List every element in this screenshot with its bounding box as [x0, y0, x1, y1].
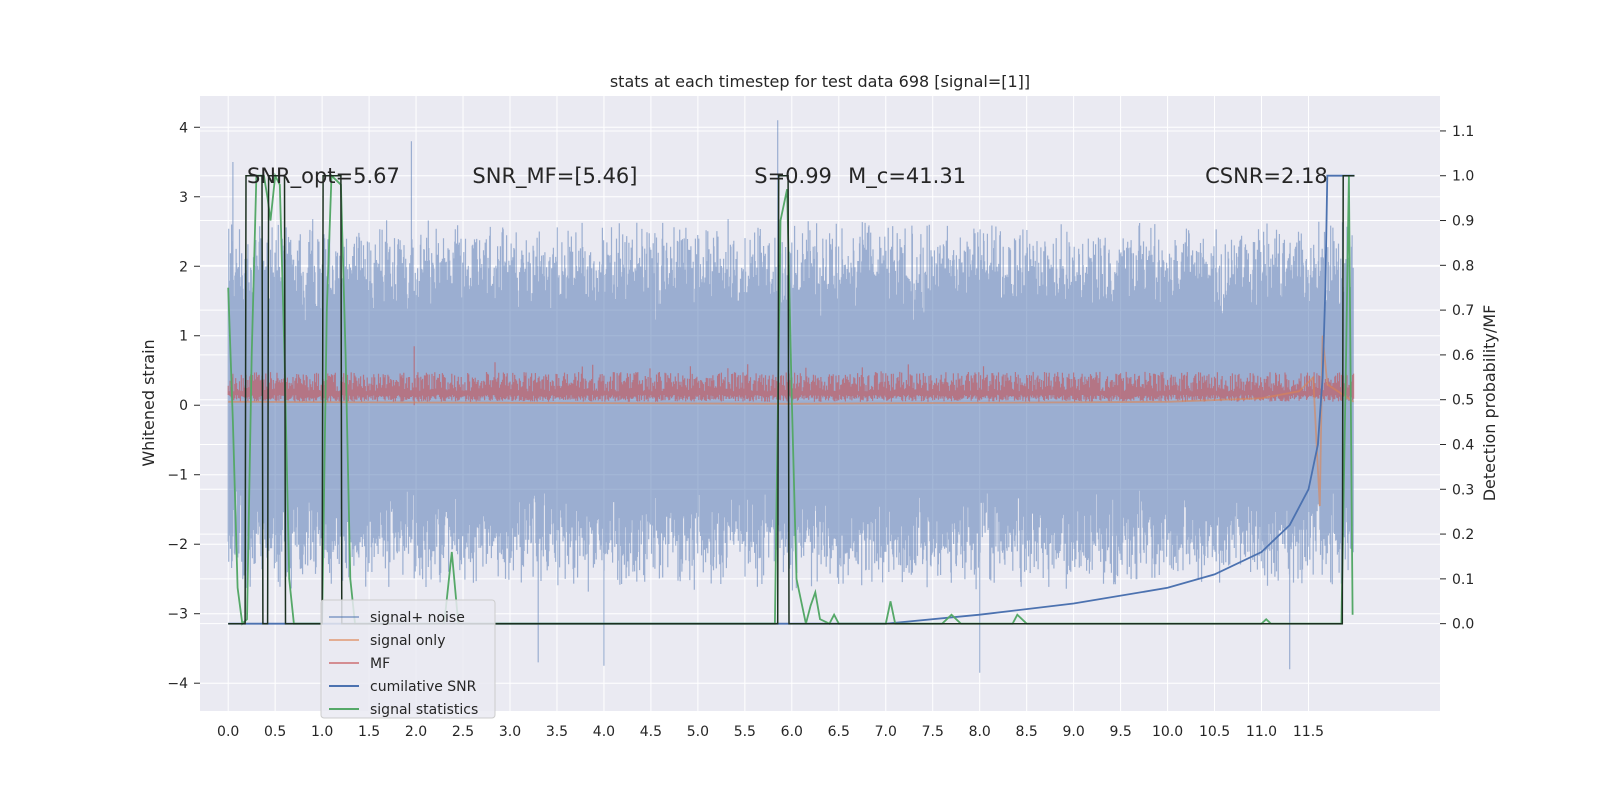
- y-left-tick-label: 3: [179, 190, 188, 206]
- x-tick-label: 9.0: [1063, 724, 1085, 740]
- y-left-tick-label: 1: [179, 329, 188, 345]
- annotation-text: M_c=41.31: [848, 164, 966, 189]
- x-tick-label: 0.5: [264, 724, 286, 740]
- x-tick-label: 8.0: [969, 724, 991, 740]
- right-y-ticks: 0.0 0.1 0.2 0.3 0.4 0.5 0.6 0.7 0.8 0.9 1.0 1.1: [1440, 124, 1474, 633]
- y-left-tick-label: −2: [167, 537, 188, 553]
- y-right-tick-label: 0.6: [1452, 348, 1474, 364]
- detection-window-line: [228, 174, 1355, 625]
- y-left-tick-label: −1: [167, 468, 188, 484]
- x-tick-label: 3.0: [499, 724, 521, 740]
- y-right-tick-label: 1.0: [1452, 169, 1474, 185]
- x-tick-label: 11.5: [1293, 724, 1324, 740]
- y-right-tick-label: 0.4: [1452, 437, 1474, 453]
- y-right-tick-label: 0.2: [1452, 527, 1474, 543]
- x-tick-label: 2.5: [452, 724, 474, 740]
- x-tick-label: 5.5: [734, 724, 756, 740]
- mf-line: [227, 346, 1355, 406]
- x-tick-label: 7.0: [875, 724, 897, 740]
- signal-statistics-line: [227, 172, 1354, 626]
- x-tick-label: 7.5: [922, 724, 944, 740]
- x-tick-label: 4.5: [640, 724, 662, 740]
- y-right-tick-label: 0.7: [1452, 303, 1474, 319]
- y-right-tick-label: 1.1: [1452, 124, 1474, 140]
- x-tick-label: 5.0: [687, 724, 709, 740]
- chart-title: stats at each timestep for test data 698…: [610, 72, 1030, 91]
- annotations: SNR_opt=5.67 SNR_MF=[5.46] S=0.99 M_c=41.31…: [247, 164, 1328, 189]
- y-left-tick-label: 4: [179, 120, 188, 136]
- y-right-tick-label: 0.8: [1452, 258, 1474, 274]
- x-tick-label: 9.5: [1109, 724, 1131, 740]
- y-left-tick-label: −4: [167, 676, 188, 692]
- legend-label: MF: [370, 656, 390, 672]
- legend-label: cumilative SNR: [370, 679, 477, 695]
- x-tick-label: 6.0: [781, 724, 803, 740]
- legend-label: signal only: [370, 633, 445, 649]
- y-left-tick-label: 0: [179, 398, 188, 414]
- y-right-tick-label: 0.0: [1452, 617, 1474, 633]
- annotation-text: SNR_MF=[5.46]: [472, 164, 637, 189]
- y-right-tick-label: 0.9: [1452, 214, 1474, 230]
- x-tick-label: 6.5: [828, 724, 850, 740]
- x-tick-label: 11.0: [1246, 724, 1277, 740]
- cumilative-snr-line: [228, 174, 1355, 625]
- y-left-tick-label: 2: [179, 259, 188, 275]
- x-tick-label: 10.5: [1199, 724, 1230, 740]
- x-tick-label: 4.0: [593, 724, 615, 740]
- y-right-tick-label: 0.1: [1452, 572, 1474, 588]
- legend-box: [320, 599, 496, 719]
- x-tick-label: 0.0: [217, 724, 239, 740]
- x-tick-label: 8.5: [1016, 724, 1038, 740]
- y-axis-left-label: Whitened strain: [139, 339, 158, 466]
- x-tick-label: 10.0: [1152, 724, 1183, 740]
- left-y-ticks: −4 −3 −2 −1 0 1 2 3 4: [167, 120, 200, 692]
- x-tick-label: 1.5: [358, 724, 380, 740]
- annotation-text: SNR_opt=5.67: [247, 164, 400, 189]
- annotation-text: CSNR=2.18: [1205, 164, 1328, 188]
- y-left-tick-label: −3: [167, 607, 188, 623]
- annotation-text: S=0.99: [754, 164, 832, 188]
- series-mf: [227, 346, 1355, 406]
- legend-label: signal statistics: [370, 702, 478, 718]
- y-right-tick-label: 0.3: [1452, 482, 1474, 498]
- x-tick-label: 2.0: [405, 724, 427, 740]
- legend: signal+ noise signal only MF cumilative SNR…: [320, 599, 496, 719]
- series-lines: [227, 172, 1355, 626]
- y-right-tick-label: 0.5: [1452, 393, 1474, 409]
- x-tick-label: 3.5: [546, 724, 568, 740]
- legend-label: signal+ noise: [370, 610, 465, 626]
- signal-only-line: [228, 335, 1355, 507]
- x-tick-label: 1.0: [311, 724, 333, 740]
- legend-items: signal+ noise signal only MF cumilative SNR…: [329, 610, 478, 718]
- x-ticks: 0.0 0.5 1.0 1.5 2.0 2.5 3.0 3.5 4.0 4.5 5.0 5.5 6.0 6…: [217, 724, 1324, 740]
- y-axis-right-label: Detection probability/MF: [1480, 305, 1499, 502]
